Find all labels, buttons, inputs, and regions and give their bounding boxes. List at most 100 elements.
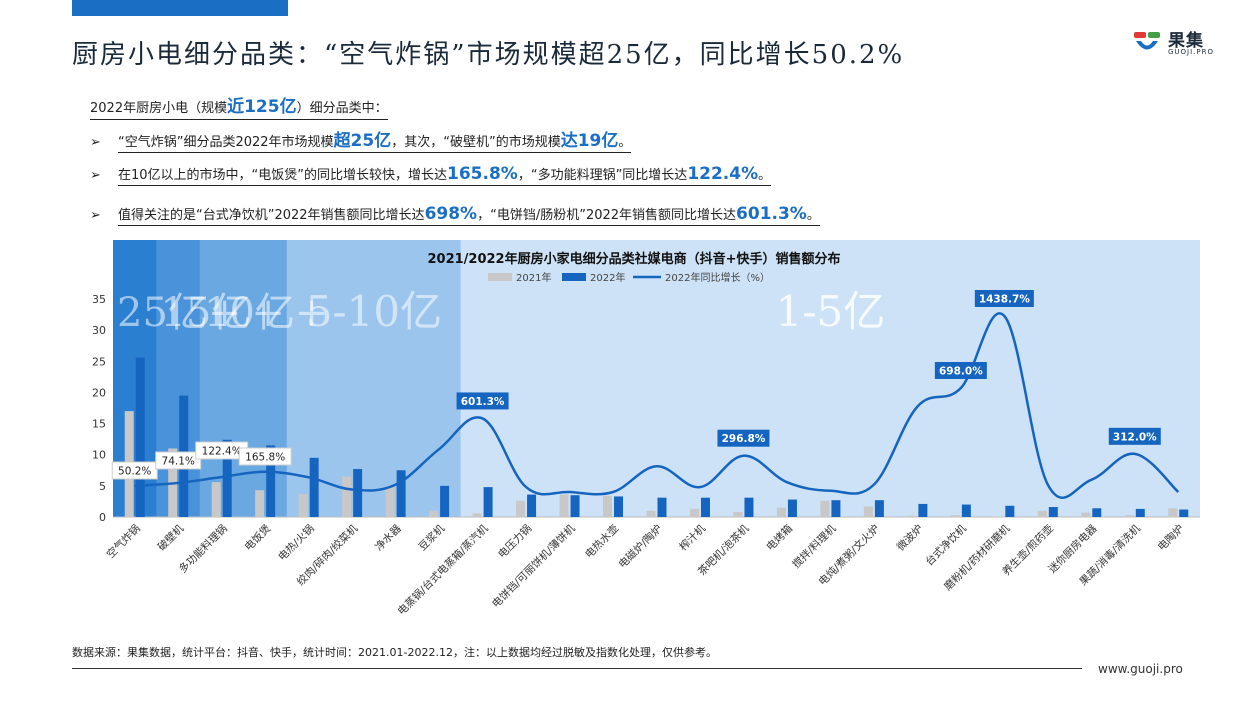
y-tick-label: 10: [92, 449, 106, 462]
bar-2022: [1048, 507, 1058, 517]
growth-label: 1438.7%: [979, 294, 1031, 306]
bullet-fragment: “空气炸锅”细分品类2022年市场规模: [118, 135, 334, 150]
chart-title: 2021/2022年厨房小家电细分品类社媒电商（抖音+快手）销售额分布: [427, 251, 840, 267]
bar-2022: [570, 495, 580, 517]
bar-2021: [950, 515, 960, 517]
category-label: 豆浆机: [416, 522, 448, 554]
growth-label-box: [111, 461, 158, 480]
bar-2021: [1037, 510, 1047, 517]
bar-2021: [733, 512, 743, 517]
category-label: 榨汁机: [677, 522, 709, 554]
growth-label-box: [155, 451, 202, 470]
band-label: 10亿+: [204, 290, 328, 336]
brand-logo: 果集 GUOJI.PRO: [1132, 24, 1222, 64]
category-label: 台式净饮机: [923, 522, 970, 569]
sales-chart: 25亿+ 15亿+ 10亿+ 5-10亿 1-5亿 0 5 10 15 20 25 30 35 2021/…: [0, 236, 1250, 636]
intro-line: 2022年厨房小电（规模近125亿）细分品类中：: [90, 92, 388, 120]
bar-2021: [1168, 508, 1178, 517]
category-label: 电热水壶: [582, 522, 621, 561]
bullet-highlight: 165.8%: [447, 164, 518, 184]
bar-2021: [994, 516, 1004, 517]
category-label: 电饼铛/可丽饼机/薄饼机: [489, 522, 578, 611]
bar-2021: [342, 476, 352, 517]
bar-2021: [429, 510, 439, 517]
bullet-1: ➢ “空气炸锅”细分品类2022年市场规模超25亿，其次，“破壁机”的市场规模达1…: [90, 126, 632, 153]
bullet-3: ➢ 值得关注的是“台式净饮机”2022年销售额同比增长达698%，“电饼铛/肠粉机…: [90, 204, 820, 226]
y-tick-label: 35: [92, 293, 106, 306]
bar-2021: [255, 490, 265, 517]
logo-text: 果集: [1168, 31, 1204, 51]
bar-2022: [1005, 505, 1015, 517]
growth-label-box: [456, 392, 509, 410]
arrow-icon: ➢: [90, 135, 101, 150]
bar-2022: [874, 500, 884, 517]
legend-label: 2021年: [516, 271, 551, 284]
category-label: 破壁机: [155, 522, 187, 554]
bar-2022: [440, 485, 450, 517]
bullet-fragment: ，“多功能料理锅”同比增长达: [517, 168, 688, 183]
bullet-2: ➢ 在10亿以上的市场中，“电饭煲”的同比增长较快，增长达165.8%，“多功能料…: [90, 164, 772, 186]
bullet-fragment: ，其次，“破壁机”的市场规模: [391, 135, 561, 150]
bar-2022: [918, 503, 928, 517]
footer-note: 数据来源：果集数据，统计平台：抖音、快手，统计时间：2021.01-2022.1…: [72, 646, 717, 659]
bullet-highlight: 698%: [424, 204, 478, 224]
band-label: 25亿+: [117, 290, 241, 336]
y-tick-label: 30: [92, 324, 106, 337]
bar-2021: [385, 487, 395, 517]
growth-label: 312.0%: [1113, 431, 1157, 443]
intro-suffix: ）细分品类中：: [296, 101, 388, 116]
category-label: 空气炸锅: [104, 522, 143, 561]
top-accent-bar: [72, 0, 288, 16]
bullet-highlight: 122.4%: [687, 164, 759, 184]
band-15亿+: [156, 240, 200, 517]
growth-label-box: [934, 362, 987, 380]
bar-2022: [266, 445, 276, 517]
category-label: 电蒸锅/台式电蒸箱/蒸汽机: [395, 522, 491, 618]
growth-label-box: [717, 429, 770, 447]
bar-2021: [298, 493, 308, 517]
bar-2022: [396, 470, 406, 517]
bar-2021: [907, 515, 917, 517]
bar-2022: [700, 497, 710, 517]
bullet-text: 在10亿以上的市场中，“电饭煲”的同比增长较快，增长达165.8%，“多功能料理…: [118, 164, 772, 186]
bar-2021: [1081, 512, 1091, 517]
arrow-icon: ➢: [90, 208, 101, 223]
bar-2022: [483, 487, 493, 517]
bar-2022: [614, 496, 624, 517]
growth-label: 601.3%: [461, 396, 505, 408]
bar-2022: [353, 469, 363, 517]
y-tick-label: 0: [99, 511, 106, 524]
category-label: 电压力锅: [495, 522, 534, 561]
bullet-text: “空气炸锅”细分品类2022年市场规模超25亿，其次，“破壁机”的市场规模达19…: [118, 131, 632, 153]
bar-2022: [527, 494, 537, 517]
bar-2021: [776, 507, 786, 517]
bar-2022: [831, 500, 841, 517]
footer-divider: [72, 668, 1082, 669]
category-label: 电热/火锅: [275, 522, 316, 563]
growth-label: 698.0%: [939, 366, 983, 378]
logo-icon: [1134, 32, 1160, 50]
category-label: 微波炉: [894, 522, 925, 553]
bar-2021: [1124, 515, 1134, 517]
bar-2022: [1092, 508, 1102, 517]
bullet-fragment: ，“电饼铛/肠粉机”2022年销售额同比增长达: [477, 208, 737, 223]
bullet-fragment: 。: [806, 208, 820, 223]
bar-2021: [603, 495, 613, 517]
category-label: 电陶炉: [1155, 522, 1186, 553]
chart-svg: 25亿+15亿+10亿+5-10亿 1-5亿 0 5 10 15 20 25 30 35 2021/…: [92, 240, 1201, 618]
intro-prefix: 2022年厨房小电（规模: [90, 101, 228, 116]
bullet-highlight: 超25亿: [333, 131, 392, 151]
y-tick-label: 25: [92, 355, 106, 368]
category-label: 净水器: [372, 522, 404, 554]
band-label: 5-10亿: [306, 287, 442, 336]
y-tick-label: 15: [92, 418, 106, 431]
legend-swatch: [488, 273, 512, 281]
y-tick-label: 5: [99, 480, 106, 493]
bullet-highlight: 达19亿: [560, 131, 619, 151]
bullet-text: 值得关注的是“台式净饮机”2022年销售额同比增长达698%，“电饼铛/肠粉机”…: [118, 204, 820, 226]
bar-2022: [309, 457, 319, 517]
bar-2022: [1135, 508, 1145, 517]
bar-2022: [222, 439, 232, 517]
growth-label-box: [1108, 427, 1161, 445]
band-1-5亿: [460, 240, 1201, 517]
